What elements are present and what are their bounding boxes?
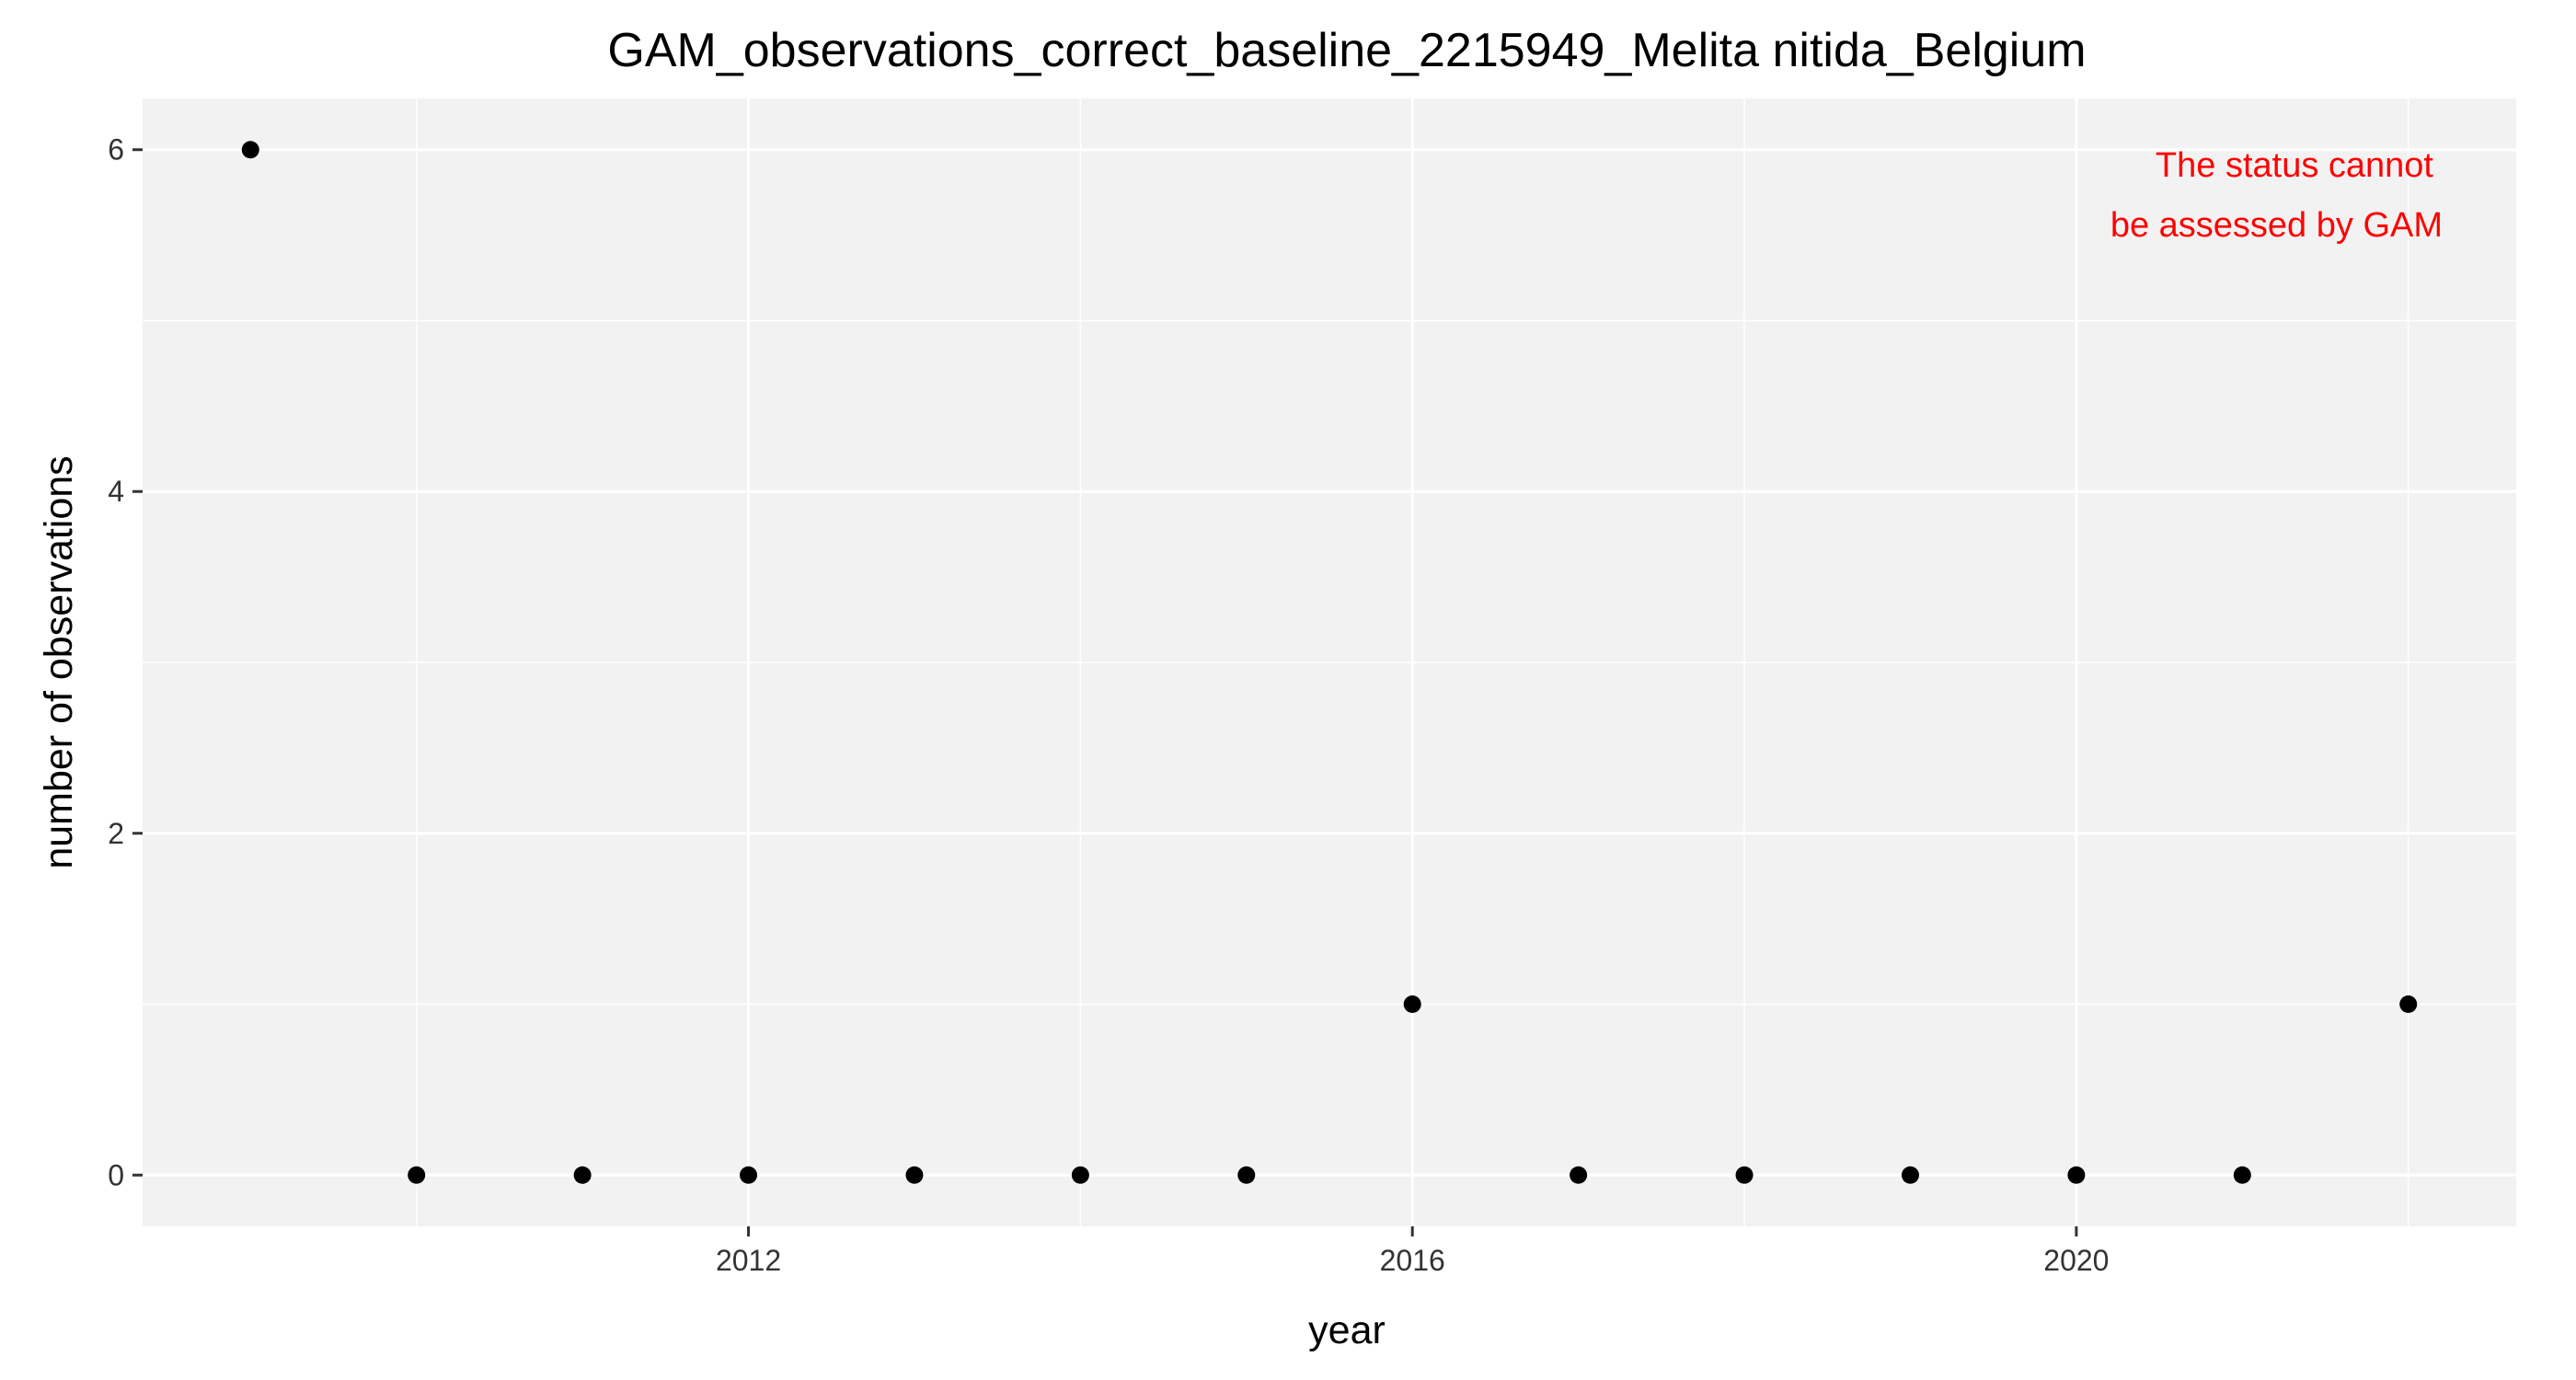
- data-point: [1071, 1166, 1089, 1184]
- data-point: [241, 141, 259, 159]
- data-point: [1403, 995, 1421, 1014]
- x-tick-label: 2020: [2043, 1244, 2109, 1277]
- y-tick-label: 4: [108, 475, 124, 508]
- data-point: [2067, 1166, 2086, 1184]
- data-point: [1237, 1166, 1256, 1184]
- y-axis: 0 2 4 6: [108, 133, 143, 1191]
- major-gridlines: [143, 98, 2516, 1226]
- data-point: [573, 1166, 592, 1184]
- data-points: [241, 141, 2418, 1184]
- status-annotation: The status cannot be assessed by GAM: [2110, 146, 2443, 245]
- x-tick-label: 2016: [1380, 1244, 1445, 1277]
- y-tick-label: 2: [108, 817, 124, 850]
- data-point: [2399, 995, 2418, 1014]
- y-tick-label: 6: [108, 133, 124, 167]
- x-tick-label: 2012: [716, 1244, 781, 1277]
- annotation-line-2: be assessed by GAM: [2110, 206, 2443, 245]
- y-tick-label: 0: [108, 1158, 124, 1191]
- data-point: [905, 1166, 924, 1184]
- x-axis-title: year: [1308, 1308, 1386, 1352]
- annotation-line-1: The status cannot: [2156, 146, 2434, 185]
- data-point: [1735, 1166, 1754, 1184]
- data-point: [1901, 1166, 1919, 1184]
- x-axis: 2012 2016 2020: [716, 1226, 2109, 1277]
- data-point: [1570, 1166, 1588, 1184]
- minor-gridlines: [143, 98, 2516, 1226]
- data-point: [408, 1166, 426, 1184]
- y-axis-title: number of observations: [37, 455, 81, 868]
- data-point: [740, 1166, 758, 1184]
- chart-title: GAM_observations_correct_baseline_221594…: [607, 24, 2086, 77]
- data-point: [2233, 1166, 2251, 1184]
